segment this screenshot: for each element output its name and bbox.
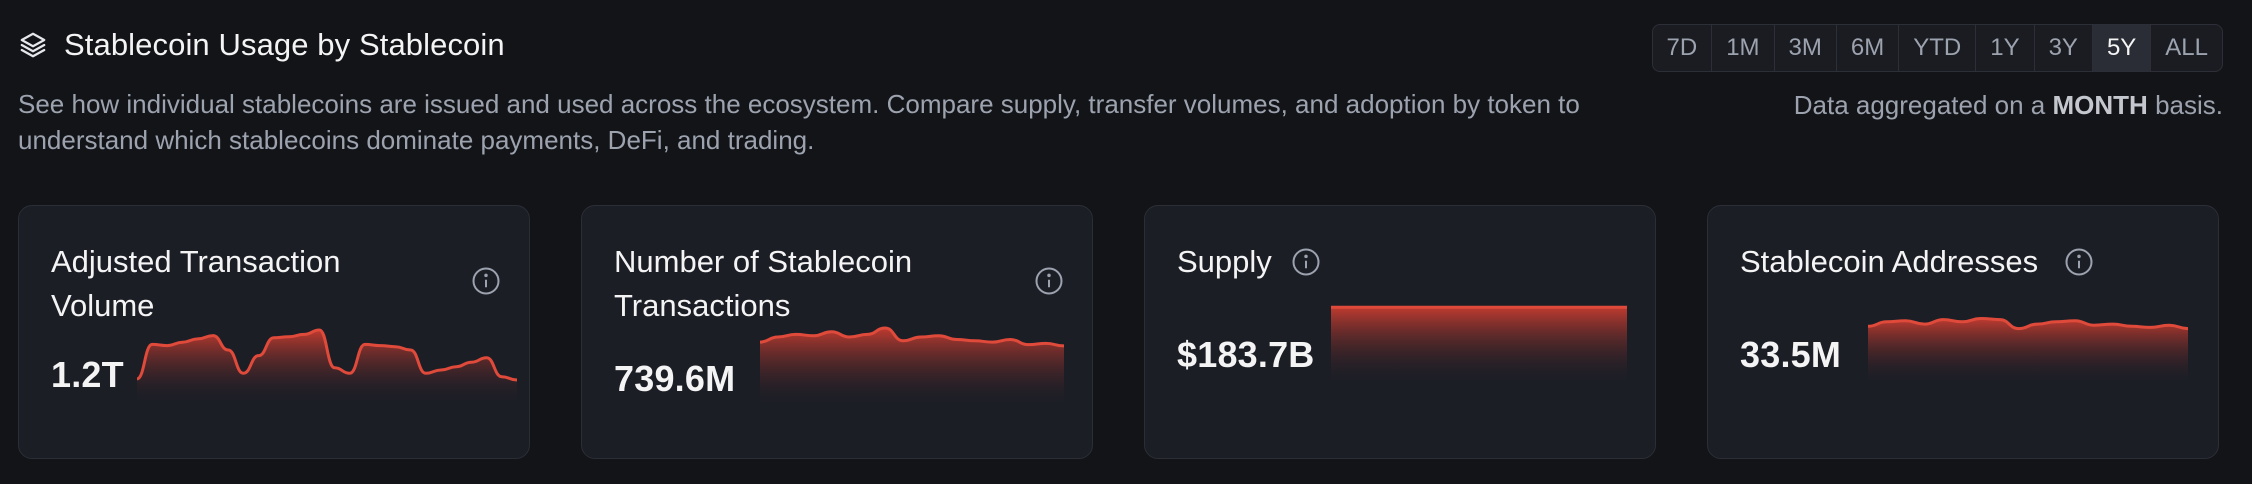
range-button-3m[interactable]: 3M	[1775, 25, 1837, 71]
info-icon[interactable]	[1034, 266, 1064, 296]
info-icon[interactable]	[2064, 247, 2094, 277]
title-row: Stablecoin Usage by Stablecoin	[18, 24, 505, 66]
sparkline	[137, 328, 517, 402]
sparkline-line	[137, 328, 517, 382]
page-title: Stablecoin Usage by Stablecoin	[64, 27, 505, 62]
range-button-6m[interactable]: 6M	[1837, 25, 1900, 71]
info-icon[interactable]	[471, 266, 501, 296]
range-button-5y[interactable]: 5Y	[2092, 25, 2152, 71]
range-button-1y[interactable]: 1Y	[1976, 25, 2035, 71]
card-supply[interactable]: Supply $183.7B	[1144, 205, 1656, 459]
range-button-1m[interactable]: 1M	[1712, 25, 1775, 71]
range-button-all[interactable]: ALL	[2165, 34, 2208, 61]
layers-icon	[18, 30, 48, 60]
card-adjusted-transaction-volume[interactable]: Adjusted Transaction Volume 1.2T	[18, 205, 530, 459]
range-button-ytd[interactable]: YTD	[1899, 25, 1977, 71]
sparkline-area	[1331, 307, 1627, 382]
sparkline-area	[137, 330, 517, 402]
sparkline	[760, 326, 1064, 404]
card-stablecoin-addresses[interactable]: Stablecoin Addresses 33.5M	[1707, 205, 2219, 459]
card-value: 739.6M	[614, 358, 736, 399]
sparkline	[1868, 316, 2188, 382]
range-button-7d[interactable]: 7D	[1653, 25, 1713, 71]
metric-cards: Adjusted Transaction Volume 1.2T Number …	[18, 205, 2223, 461]
time-range-selector: 7D 1M 3M 6M YTD 1Y 3Y 5Y ALL	[1651, 24, 2223, 72]
card-title: Supply	[1177, 244, 1272, 279]
aggregation-suffix: basis.	[2155, 90, 2223, 120]
aggregation-prefix: Data aggregated on a	[1793, 90, 2046, 120]
card-title: Stablecoin Addresses	[1740, 244, 2039, 279]
section-header: Stablecoin Usage by Stablecoin See how i…	[18, 24, 2223, 164]
range-button-3y[interactable]: 3Y	[2035, 25, 2093, 71]
aggregation-note: Data aggregated on a MONTH basis.	[1794, 90, 2223, 121]
sparkline	[1331, 305, 1627, 382]
sparkline-area	[760, 328, 1064, 404]
aggregation-period: MONTH	[2052, 90, 2148, 120]
card-title: Adjusted Transaction Volume	[51, 244, 341, 323]
section-description: See how individual stablecoins are issue…	[18, 89, 1580, 155]
card-value: $183.7B	[1177, 334, 1315, 375]
sparkline-line	[760, 326, 1064, 348]
info-icon[interactable]	[1291, 247, 1321, 277]
card-title: Number of Stablecoin Transactions	[614, 244, 913, 323]
card-value: 1.2T	[51, 354, 124, 395]
card-number-of-transactions[interactable]: Number of Stablecoin Transactions 739.6M	[581, 205, 1093, 459]
sparkline-line	[1868, 316, 2188, 331]
card-value: 33.5M	[1740, 334, 1842, 375]
sparkline-area	[1868, 318, 2188, 382]
